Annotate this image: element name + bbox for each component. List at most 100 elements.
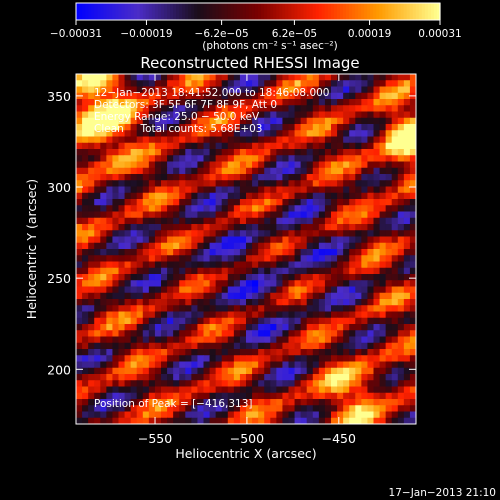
heatmap-cell — [300, 330, 308, 337]
heatmap-cell — [124, 124, 132, 131]
heatmap-cell — [100, 405, 107, 412]
heatmap-cell — [246, 367, 253, 375]
heatmap-cell — [331, 211, 338, 219]
heatmap-cell — [361, 142, 368, 150]
heatmap-cell — [100, 236, 107, 244]
heatmap-cell — [118, 161, 126, 169]
heatmap-cell — [221, 355, 229, 362]
heatmap-cell — [331, 92, 338, 100]
heatmap-cell — [385, 105, 393, 112]
heatmap-cell — [179, 386, 186, 394]
heatmap-cell — [161, 405, 168, 412]
heatmap-cell — [367, 349, 374, 356]
heatmap-cell — [318, 99, 326, 106]
heatmap-cell — [312, 392, 320, 400]
colorbar-cell — [115, 3, 120, 20]
heatmap-cell — [173, 236, 180, 244]
heatmap-cell — [239, 255, 247, 262]
heatmap-cell — [355, 230, 362, 237]
heatmap-cell — [148, 374, 156, 381]
heatmap-cell — [391, 274, 399, 281]
heatmap-cell — [209, 349, 217, 356]
heatmap-cell — [409, 86, 416, 94]
colorbar-cell — [245, 3, 250, 20]
heatmap-cell — [282, 242, 289, 250]
heatmap-cell — [191, 161, 198, 169]
heatmap-cell — [173, 92, 180, 100]
heatmap-cell — [148, 274, 156, 281]
heatmap-cell — [252, 92, 259, 100]
heatmap-cell — [239, 299, 247, 306]
heatmap-cell — [343, 317, 350, 325]
heatmap-cell — [409, 74, 416, 81]
heatmap-cell — [173, 205, 180, 212]
colorbar-cell — [333, 3, 338, 20]
heatmap-cell — [185, 105, 192, 112]
heatmap-cell — [306, 386, 314, 394]
heatmap-cell — [294, 324, 302, 331]
heatmap-cell — [385, 311, 393, 319]
heatmap-cell — [76, 174, 83, 181]
colorbar-cell — [342, 3, 347, 20]
heatmap-cell — [154, 355, 162, 362]
heatmap-cell — [112, 267, 119, 275]
heatmap-cell — [161, 236, 168, 244]
heatmap-cell — [331, 142, 338, 150]
heatmap-cell — [385, 199, 393, 206]
heatmap-cell — [403, 130, 411, 137]
heatmap-cell — [209, 405, 217, 412]
heatmap-cell — [185, 299, 192, 306]
heatmap-cell — [100, 317, 107, 325]
heatmap-cell — [136, 342, 144, 350]
heatmap-cell — [276, 417, 283, 424]
heatmap-cell — [264, 186, 271, 194]
heatmap-cell — [318, 86, 326, 94]
heatmap-cell — [312, 380, 320, 387]
heatmap-cell — [343, 411, 350, 419]
heatmap-cell — [367, 217, 374, 225]
heatmap-cell — [379, 367, 387, 375]
colorbar-cell — [321, 3, 326, 20]
heatmap-cell — [94, 99, 101, 106]
heatmap-cell — [203, 399, 211, 406]
heatmap-cell — [142, 236, 150, 244]
heatmap-cell — [136, 411, 144, 419]
heatmap-cell — [252, 136, 259, 144]
heatmap-cell — [373, 367, 381, 375]
heatmap-cell — [282, 405, 289, 412]
colorbar-cell — [100, 3, 104, 20]
heatmap-cell — [294, 261, 302, 269]
heatmap-cell — [167, 349, 174, 356]
heatmap-cell — [215, 74, 223, 81]
heatmap-cell — [148, 186, 156, 194]
heatmap-cell — [270, 317, 277, 325]
heatmap-cell — [343, 99, 350, 106]
colorbar-cell — [312, 3, 317, 20]
heatmap-cell — [264, 299, 271, 306]
heatmap-cell — [331, 117, 338, 125]
heatmap-cell — [142, 274, 150, 281]
heatmap-cell — [179, 255, 186, 262]
heatmap-cell — [324, 217, 332, 225]
heatmap-cell — [379, 361, 387, 369]
heatmap-cell — [173, 217, 180, 225]
heatmap-cell — [112, 399, 119, 406]
heatmap-cell — [106, 286, 113, 294]
heatmap-cell — [221, 130, 229, 137]
heatmap-cell — [349, 330, 356, 337]
heatmap-cell — [397, 386, 405, 394]
colorbar-unit-label: (photons cm⁻² s⁻¹ asec⁻²) — [202, 40, 337, 52]
heatmap-cell — [221, 305, 229, 312]
heatmap-cell — [215, 267, 223, 275]
heatmap-cell — [106, 367, 113, 375]
heatmap-cell — [288, 374, 296, 381]
heatmap-cell — [306, 330, 314, 337]
heatmap-cell — [397, 249, 405, 256]
heatmap-cell — [349, 192, 356, 200]
heatmap-cell — [318, 242, 326, 250]
heatmap-cell — [391, 374, 399, 381]
heatmap-cell — [373, 292, 381, 300]
heatmap-cell — [173, 124, 180, 131]
colorbar-cell — [148, 3, 153, 20]
heatmap-cell — [385, 249, 393, 256]
